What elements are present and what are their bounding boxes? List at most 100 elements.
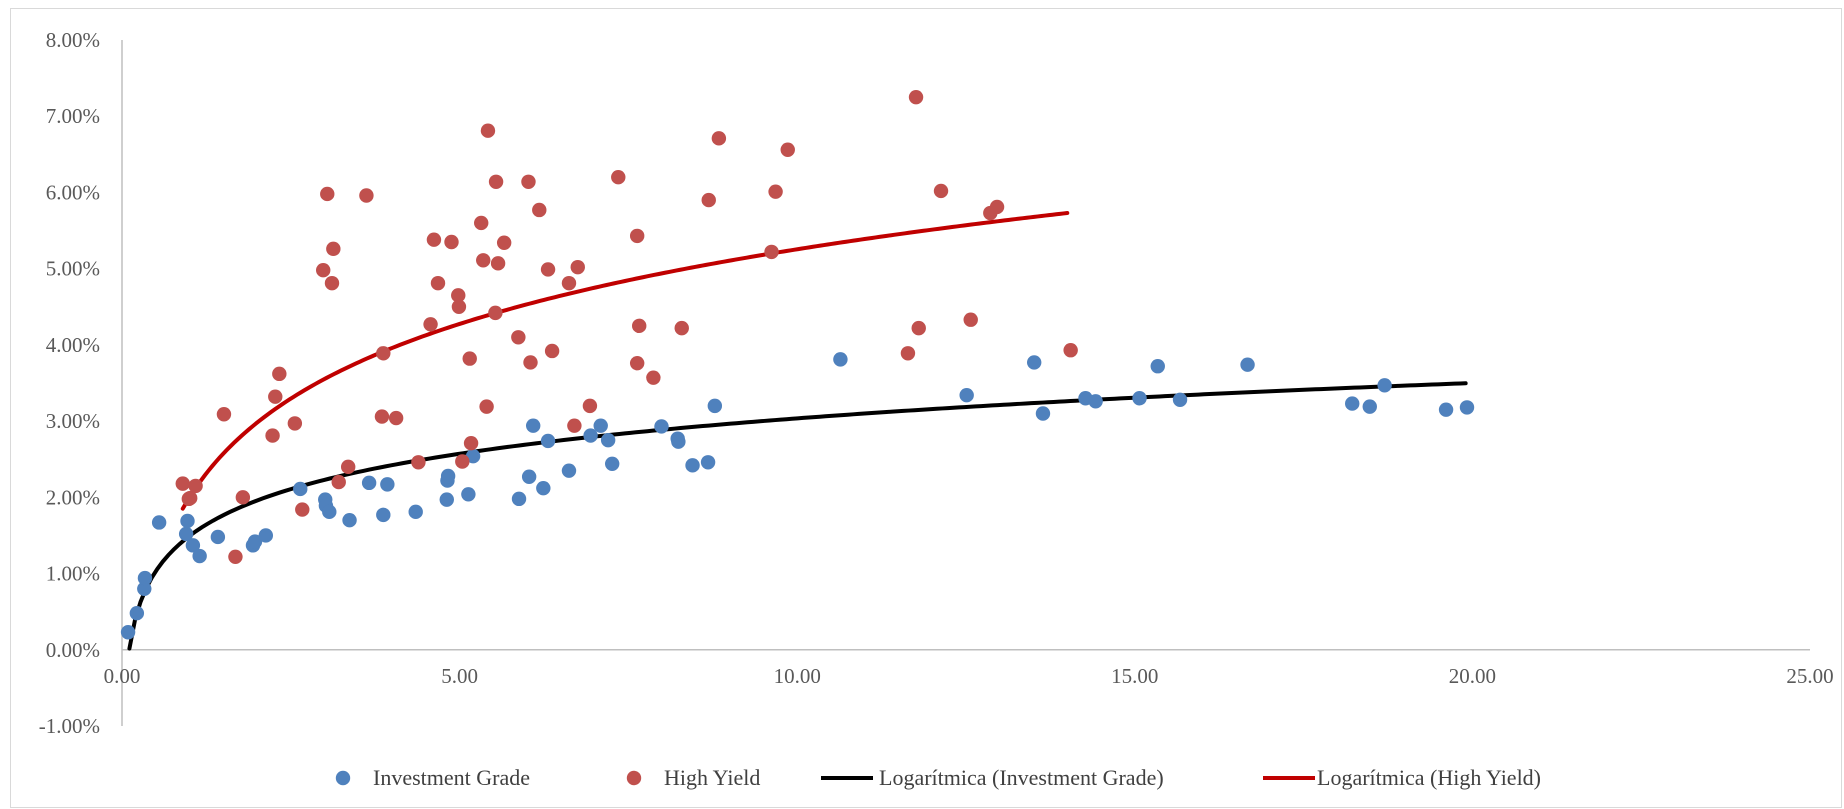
point-series-1: [216, 407, 232, 422]
point-series-0: [1362, 399, 1377, 414]
point-series-1: [359, 188, 374, 203]
point-series-0: [583, 428, 598, 443]
point-series-1: [1063, 343, 1078, 358]
point-series-1: [430, 275, 446, 291]
x-tick-label: 5.00: [441, 664, 478, 688]
point-series-1: [629, 228, 645, 244]
point-series-1: [376, 346, 391, 361]
point-series-1: [911, 320, 926, 336]
point-series-0: [700, 455, 716, 470]
point-series-0: [192, 548, 207, 564]
point-series-0: [361, 475, 377, 491]
point-series-1: [235, 490, 251, 505]
point-series-1: [632, 318, 647, 334]
point-series-0: [1459, 400, 1475, 415]
point-series-1: [570, 259, 585, 275]
y-tick-label: 3.00%: [46, 409, 100, 433]
point-series-1: [476, 253, 491, 268]
point-series-0: [151, 515, 167, 530]
point-series-0: [540, 433, 556, 449]
point-series-1: [532, 202, 547, 218]
point-series-1: [324, 275, 340, 291]
y-tick-label: 6.00%: [46, 180, 100, 204]
y-tick-label: 0.00%: [46, 638, 100, 662]
y-tick-label: 1.00%: [46, 562, 100, 586]
point-series-0: [322, 504, 337, 520]
point-series-1: [768, 184, 783, 199]
point-series-1: [316, 262, 331, 278]
x-tick-label: 25.00: [1786, 664, 1833, 688]
point-series-0: [959, 387, 974, 403]
point-series-0: [185, 538, 201, 553]
x-tick-label: 10.00: [774, 664, 821, 688]
y-tick-label: 7.00%: [46, 104, 100, 128]
point-series-0: [137, 570, 153, 586]
point-series-1: [188, 478, 203, 494]
point-series-1: [540, 262, 556, 277]
point-series-1: [908, 89, 924, 105]
point-series-1: [265, 428, 280, 443]
point-series-0: [1240, 357, 1255, 372]
point-series-1: [326, 241, 341, 257]
point-series-0: [525, 418, 541, 433]
point-series-0: [593, 418, 608, 433]
point-series-1: [963, 312, 978, 327]
point-series-0: [247, 534, 263, 549]
point-series-0: [654, 419, 669, 434]
legend-label: Logarítmica (High Yield): [1317, 765, 1541, 790]
y-tick-label: -1.00%: [39, 714, 100, 738]
y-tick-label: 4.00%: [46, 333, 100, 357]
point-series-1: [426, 232, 442, 247]
point-series-0: [342, 513, 357, 528]
point-series-1: [463, 436, 479, 451]
legend-marker: [626, 770, 642, 786]
point-series-0: [536, 480, 551, 496]
point-series-0: [1026, 355, 1042, 370]
point-series-1: [451, 288, 466, 303]
point-series-1: [175, 476, 190, 491]
y-tick-label: 8.00%: [46, 28, 100, 52]
point-series-1: [567, 418, 582, 433]
point-series-1: [480, 123, 496, 138]
legend-label: Logarítmica (Investment Grade): [879, 765, 1164, 790]
point-series-0: [521, 469, 537, 484]
data-points: [120, 89, 1475, 640]
point-series-1: [411, 455, 426, 470]
legend-label: High Yield: [664, 765, 760, 790]
point-series-0: [1345, 396, 1360, 411]
y-tick-label: 5.00%: [46, 257, 100, 281]
point-series-1: [780, 142, 795, 157]
point-series-0: [1132, 391, 1147, 406]
legend-label: Investment Grade: [373, 765, 530, 790]
point-series-1: [228, 549, 243, 564]
point-series-1: [701, 192, 716, 208]
point-series-1: [629, 355, 645, 371]
y-tick-label: 2.00%: [46, 485, 100, 509]
point-series-1: [711, 131, 727, 146]
point-series-1: [374, 409, 390, 424]
point-series-0: [129, 605, 145, 621]
x-tick-label: 0.00: [104, 664, 141, 688]
point-series-0: [1088, 394, 1103, 409]
point-series-1: [611, 170, 626, 185]
point-series-1: [523, 355, 538, 370]
point-series-0: [440, 468, 456, 484]
point-series-0: [178, 526, 194, 542]
axes: [121, 40, 1810, 726]
trendline-2: [127, 381, 1468, 651]
point-series-1: [764, 244, 779, 260]
point-series-0: [1377, 378, 1392, 393]
y-tick-labels: -1.00% 0.00% 1.00% 2.00% 3.00% 4.00% 5.00% 6.00…: [39, 28, 100, 738]
point-series-1: [674, 320, 689, 336]
point-series-0: [180, 513, 195, 529]
point-series-0: [408, 504, 423, 520]
point-series-1: [268, 389, 283, 404]
point-series-0: [511, 491, 527, 507]
legend-marker: [335, 770, 351, 786]
point-series-0: [210, 529, 226, 545]
point-series-1: [900, 346, 916, 361]
point-series-0: [561, 463, 577, 478]
point-series-1: [462, 351, 477, 366]
point-series-1: [451, 299, 467, 314]
point-series-1: [646, 370, 661, 385]
